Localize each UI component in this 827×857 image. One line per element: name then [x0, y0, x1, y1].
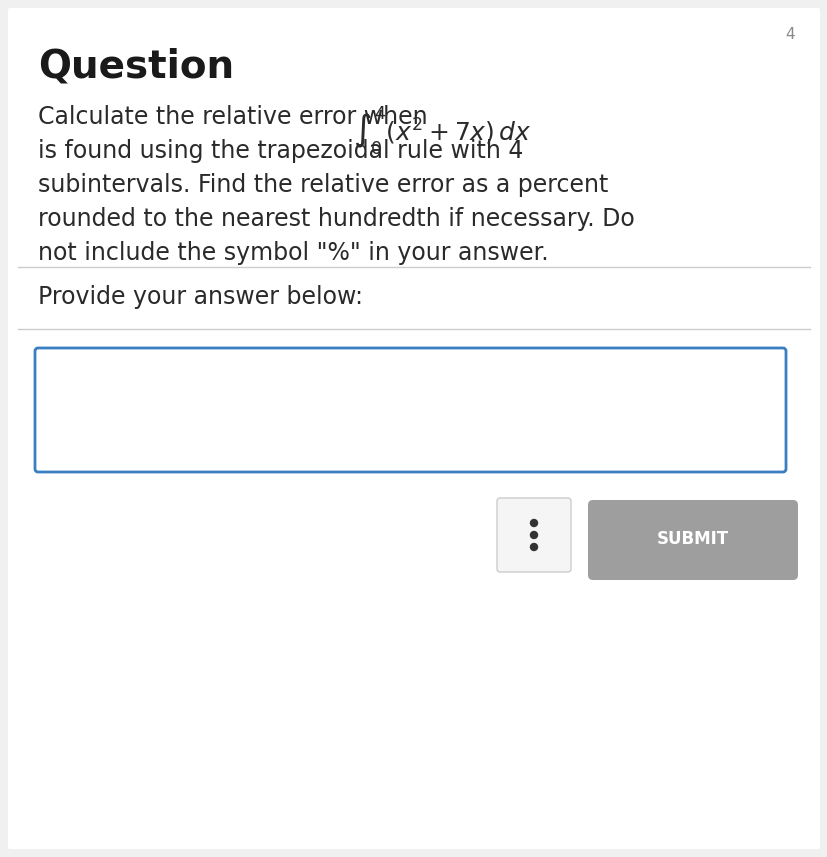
FancyBboxPatch shape [35, 348, 785, 472]
Text: is found using the trapezoidal rule with 4: is found using the trapezoidal rule with… [38, 139, 523, 163]
Text: 4: 4 [785, 27, 794, 42]
FancyBboxPatch shape [8, 8, 819, 849]
Circle shape [530, 519, 537, 526]
FancyBboxPatch shape [587, 500, 797, 580]
Text: Calculate the relative error when: Calculate the relative error when [38, 105, 435, 129]
Text: $\int_0^{4}(x^2 + 7x)\, dx$: $\int_0^{4}(x^2 + 7x)\, dx$ [352, 105, 531, 158]
Text: Provide your answer below:: Provide your answer below: [38, 285, 362, 309]
Text: SUBMIT: SUBMIT [656, 530, 729, 548]
Circle shape [530, 531, 537, 538]
Circle shape [530, 543, 537, 550]
FancyBboxPatch shape [496, 498, 571, 572]
Text: not include the symbol "%" in your answer.: not include the symbol "%" in your answe… [38, 241, 548, 265]
Text: subintervals. Find the relative error as a percent: subintervals. Find the relative error as… [38, 173, 608, 197]
Text: rounded to the nearest hundredth if necessary. Do: rounded to the nearest hundredth if nece… [38, 207, 634, 231]
Text: Question: Question [38, 47, 234, 85]
